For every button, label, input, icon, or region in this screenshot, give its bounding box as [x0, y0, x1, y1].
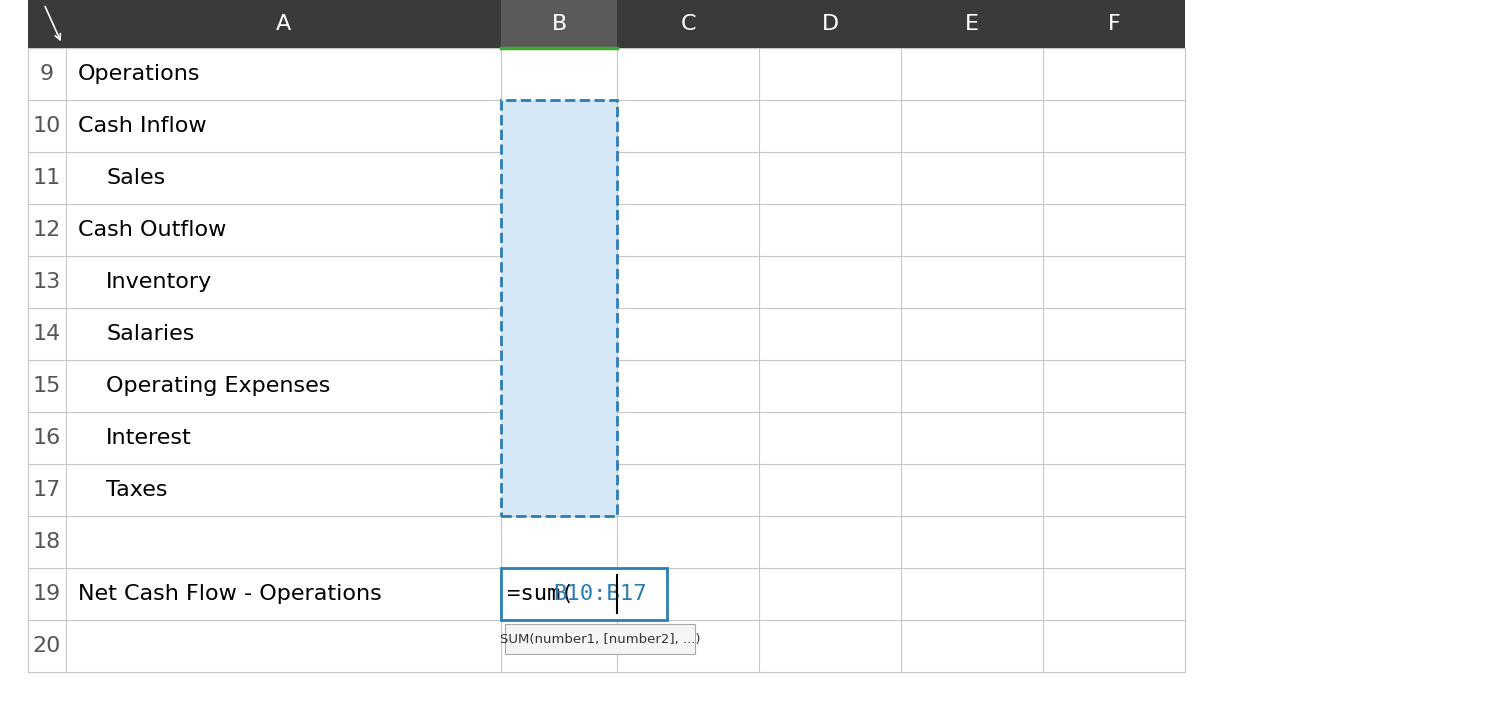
Text: 12: 12: [33, 220, 61, 240]
Bar: [28, 464, 1185, 516]
Text: Taxes: Taxes: [105, 480, 168, 500]
Text: 9: 9: [40, 64, 53, 84]
Text: Salaries: Salaries: [105, 324, 195, 344]
Bar: [28, 412, 1185, 464]
Text: 20: 20: [33, 636, 61, 656]
Text: Operations: Operations: [79, 64, 200, 84]
Text: Cash Inflow: Cash Inflow: [79, 116, 206, 136]
Text: Sales: Sales: [105, 168, 165, 188]
Text: Cash Outflow: Cash Outflow: [79, 220, 226, 240]
Text: B: B: [551, 14, 567, 34]
Text: F: F: [1108, 14, 1120, 34]
Text: E: E: [965, 14, 979, 34]
Text: Interest: Interest: [105, 428, 192, 448]
Bar: [28, 620, 1185, 672]
Text: Operating Expenses: Operating Expenses: [105, 376, 330, 396]
Bar: [616, 0, 759, 48]
Bar: [1042, 0, 1185, 48]
Bar: [28, 204, 1185, 256]
Text: 11: 11: [33, 168, 61, 188]
Bar: [28, 568, 1185, 620]
Text: =sum(: =sum(: [506, 584, 573, 604]
Text: 14: 14: [33, 324, 61, 344]
Bar: [901, 0, 1042, 48]
Bar: [28, 308, 1185, 360]
Bar: [500, 100, 616, 516]
Text: 17: 17: [33, 480, 61, 500]
Text: 10: 10: [33, 116, 61, 136]
Text: A: A: [276, 14, 291, 34]
Text: 16: 16: [33, 428, 61, 448]
Bar: [505, 624, 695, 654]
Bar: [759, 0, 901, 48]
Bar: [28, 360, 1185, 412]
Text: B10:B17: B10:B17: [552, 584, 646, 604]
Bar: [65, 0, 500, 48]
Bar: [28, 516, 1185, 568]
Bar: [28, 100, 1185, 152]
Text: D: D: [821, 14, 839, 34]
Text: 18: 18: [33, 532, 61, 552]
Bar: [500, 568, 667, 620]
Text: 15: 15: [33, 376, 61, 396]
Bar: [28, 0, 65, 48]
Bar: [28, 256, 1185, 308]
Text: Inventory: Inventory: [105, 272, 212, 292]
Bar: [500, 100, 616, 516]
Text: C: C: [680, 14, 696, 34]
Text: 13: 13: [33, 272, 61, 292]
Bar: [500, 0, 616, 48]
Text: SUM(number1, [number2], ...): SUM(number1, [number2], ...): [500, 632, 701, 646]
Bar: [28, 152, 1185, 204]
Bar: [28, 48, 1185, 100]
Text: Net Cash Flow - Operations: Net Cash Flow - Operations: [79, 584, 382, 604]
Text: 19: 19: [33, 584, 61, 604]
